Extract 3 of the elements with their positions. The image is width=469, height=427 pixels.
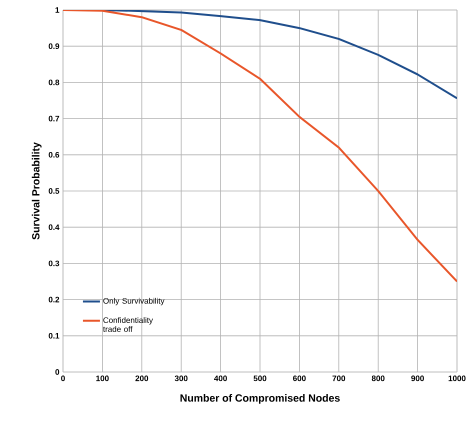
y-axis-title: Survival Probability bbox=[32, 142, 42, 240]
line-series bbox=[63, 10, 458, 282]
x-axis-title: Number of Compromised Nodes bbox=[180, 394, 340, 404]
